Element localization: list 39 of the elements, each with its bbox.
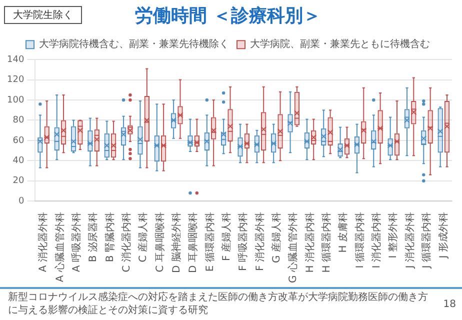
x-tick-label: F 消化器外科: [254, 212, 266, 272]
x-tick-label: F 呼吸器内科: [237, 212, 250, 272]
text: 新型コロナウイルス感染症への対応を踏まえた医師の働き方改革が大学病院勤務医師の働き方に与える影響の検証とその対策に資する研究: [8, 291, 429, 317]
x-tick-label: E 循環器内科: [204, 212, 216, 272]
x-tick-label: C 耳鼻咽喉科: [154, 212, 166, 272]
x-tick-label: G 心臓血管外科: [287, 212, 300, 284]
text: 18: [443, 298, 456, 310]
text: 大学院生除く: [4, 6, 82, 24]
y-tick-label: 40: [12, 156, 24, 166]
x-tick-label: J 消化器外科: [404, 212, 416, 270]
x-tick-label: J 循環器内科: [420, 212, 433, 270]
legend-label: 大学病院、副業・兼業先ともに待機含む: [250, 38, 430, 50]
x-tick-label: I 消化器内科: [370, 212, 383, 268]
y-tick-label: 80: [12, 116, 24, 126]
x-tick-label: I 整形外科: [387, 212, 400, 258]
x-tick-label: A 心臓血管外科: [54, 212, 66, 282]
y-tick-label: 120: [6, 75, 24, 86]
y-tick-label: 140: [6, 54, 24, 65]
y-tick-label: 20: [12, 176, 24, 186]
x-tick-label: B 泌尿器科: [87, 212, 100, 262]
x-tick-label: B 腎臓内科: [104, 212, 116, 262]
x-tick-label: D 脳神経外科: [170, 212, 182, 273]
x-tick-label: G 産婦人科: [270, 212, 283, 264]
x-tick-label: D 耳鼻咽喉科: [187, 212, 200, 273]
x-tick-label: J 形成外科: [437, 212, 450, 260]
x-tick-label: A 消化器外科: [37, 212, 50, 272]
x-tick-label: H 消化器内科: [304, 212, 316, 273]
x-tick-label: I 循環器内科: [354, 212, 366, 268]
y-tick-label: 100: [6, 95, 24, 106]
x-tick-label: H 皮膚科: [337, 212, 350, 253]
x-tick-label: H 循環器内科: [320, 212, 333, 273]
x-tick-label: F 産婦人科: [220, 212, 233, 262]
legend-label: 大学病院待機含む、副業・兼業先待機除く: [39, 38, 229, 50]
x-tick-label: C 消化器内科: [120, 212, 132, 272]
y-tick-label: 0: [18, 196, 24, 206]
chart-title: 労働時間 ＜診療科別＞: [134, 5, 322, 26]
y-tick-label: 60: [12, 136, 24, 146]
x-tick-label: A 呼吸器外科: [70, 212, 82, 272]
x-tick-label: C 産婦人科: [137, 212, 150, 262]
